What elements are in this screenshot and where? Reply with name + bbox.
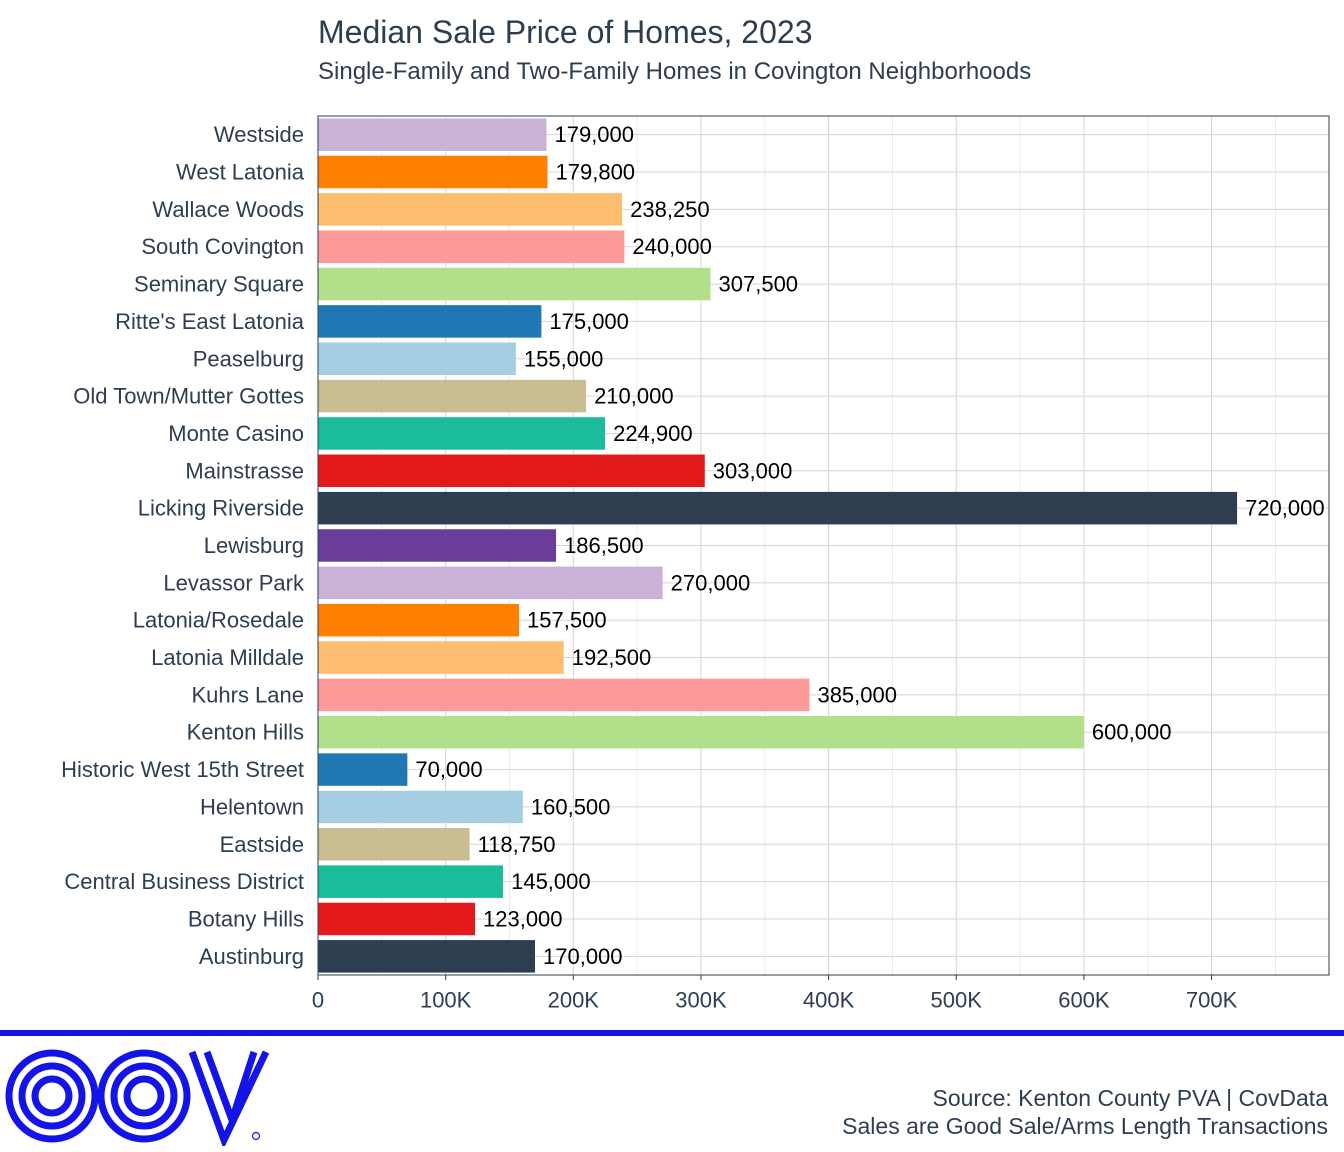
bar (318, 155, 548, 189)
value-label: 192,500 (572, 645, 652, 670)
x-axis-ticks: 0 100K 200K 300K 400K 500K 600K 700K (312, 975, 1238, 1013)
category-label: Austinburg (199, 944, 304, 969)
x-tick-label: 0 (312, 988, 324, 1013)
bar (318, 193, 623, 226)
value-label: 240,000 (632, 234, 712, 259)
plot-frame (317, 115, 1330, 976)
category-label: Botany Hills (188, 906, 304, 931)
value-label: 145,000 (511, 869, 591, 894)
x-tick-label: 300K (675, 988, 727, 1013)
category-label: South Covington (141, 234, 304, 259)
value-label: 175,000 (549, 309, 629, 334)
bar (318, 305, 542, 338)
bar (318, 753, 408, 786)
value-label: 179,000 (554, 122, 634, 147)
bar (318, 230, 625, 263)
source-line: Source: Kenton County PVA | CovData (932, 1085, 1329, 1111)
category-label: Licking Riverside (138, 496, 304, 521)
category-labels: Westside West Latonia Wallace Woods South C… (61, 122, 305, 969)
category-label: Eastside (220, 832, 304, 857)
bar (318, 491, 1238, 525)
bar (318, 267, 711, 301)
x-tick-label: 600K (1058, 988, 1110, 1013)
bar (318, 715, 1084, 749)
bar-chart: Westside West Latonia Wallace Woods South C… (61, 115, 1330, 1013)
footer-divider (0, 1030, 1344, 1036)
value-label: 70,000 (415, 757, 482, 782)
value-label: 179,800 (556, 160, 636, 185)
bar (318, 603, 520, 637)
value-label: 307,500 (719, 272, 799, 297)
bar (318, 940, 536, 973)
value-label: 170,000 (543, 944, 623, 969)
source-note: Source: Kenton County PVA | CovData Sale… (842, 1084, 1328, 1140)
value-label: 157,500 (527, 608, 607, 633)
bar (318, 454, 705, 488)
value-label: 155,000 (524, 346, 604, 371)
category-label: Kuhrs Lane (191, 682, 304, 707)
x-tick-label: 700K (1186, 988, 1238, 1013)
grid-lines (317, 116, 1329, 975)
value-label: 224,900 (613, 421, 693, 446)
value-label: 160,500 (531, 794, 611, 819)
category-label: Westside (214, 122, 304, 147)
x-tick-label: 500K (931, 988, 983, 1013)
chart-title: Median Sale Price of Homes, 2023 (318, 14, 813, 50)
bar (318, 641, 564, 674)
category-label: Central Business District (64, 869, 304, 894)
category-label: Helentown (200, 794, 304, 819)
bars (318, 118, 1238, 973)
value-label: 270,000 (671, 570, 751, 595)
value-label: 385,000 (817, 682, 897, 707)
category-label: Latonia Milldale (151, 645, 304, 670)
x-tick-label: 400K (803, 988, 855, 1013)
value-label: 238,250 (630, 197, 710, 222)
value-label: 303,000 (713, 458, 793, 483)
category-label: Monte Casino (168, 421, 304, 446)
category-label: Wallace Woods (152, 197, 304, 222)
category-label: Lewisburg (204, 533, 304, 558)
bar (318, 342, 516, 376)
category-label: West Latonia (176, 160, 305, 185)
category-label: Old Town/Mutter Gottes (73, 384, 304, 409)
value-labels: 179,000 179,800 238,250 240,000 307,500 175,0… (415, 122, 1324, 969)
bar (318, 379, 587, 413)
category-label: Latonia/Rosedale (133, 608, 304, 633)
bar (318, 529, 557, 562)
cov-logo (5, 1049, 270, 1146)
bar (318, 828, 470, 861)
bar (318, 566, 663, 600)
value-label: 600,000 (1092, 720, 1172, 745)
bar (318, 902, 476, 936)
x-tick-label: 100K (420, 988, 472, 1013)
category-label: Peaselburg (193, 346, 304, 371)
bar (318, 118, 547, 151)
category-label: Mainstrasse (185, 458, 304, 483)
category-label: Levassor Park (163, 570, 305, 595)
value-label: 186,500 (564, 533, 644, 558)
bar (318, 417, 606, 450)
category-label: Seminary Square (134, 272, 304, 297)
value-label: 118,750 (478, 832, 556, 857)
category-label: Historic West 15th Street (61, 757, 304, 782)
value-label: 123,000 (483, 906, 563, 931)
bar (318, 790, 523, 824)
category-label: Kenton Hills (187, 720, 304, 745)
x-tick-label: 200K (548, 988, 600, 1013)
chart-subtitle: Single-Family and Two-Family Homes in Co… (318, 58, 1032, 85)
value-label: 210,000 (594, 384, 674, 409)
bar (318, 678, 810, 712)
value-label: 720,000 (1245, 496, 1325, 521)
note-line: Sales are Good Sale/Arms Length Transact… (842, 1113, 1328, 1139)
bar (318, 865, 504, 898)
category-label: Ritte's East Latonia (115, 309, 305, 334)
